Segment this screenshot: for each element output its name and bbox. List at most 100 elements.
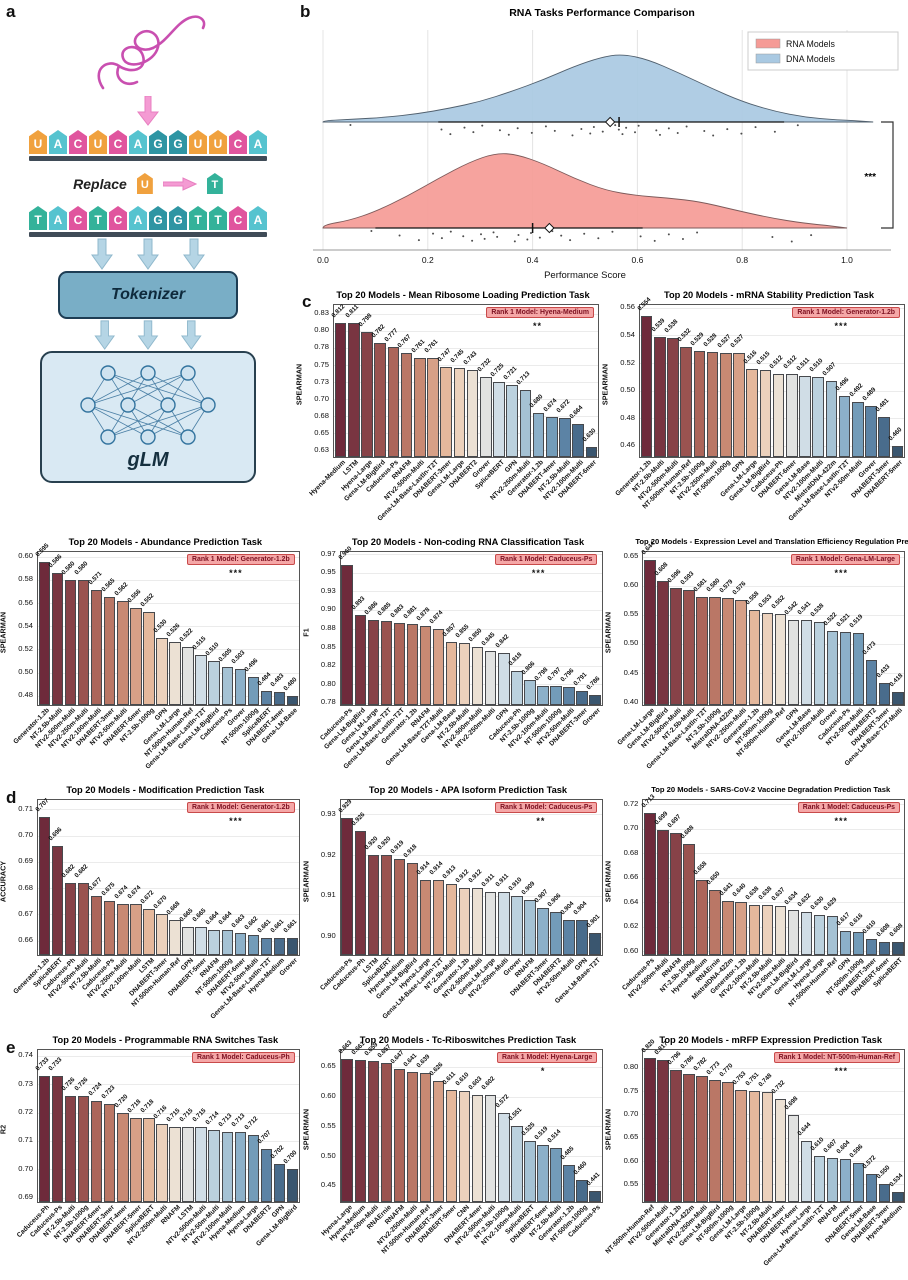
replace-label: Replace [73,175,127,192]
bar-Gena-LM-Large [735,1089,747,1202]
bar-RNAFM [419,626,432,705]
y-tick-label: 0.52 [18,643,33,653]
bar-SpliceBERT [524,1141,536,1202]
bar-RNAFM [524,899,536,955]
bar-SpliceBERT [260,691,273,705]
bar-NTv2-500m-Multi [64,579,77,705]
base-tile-U: U [209,130,227,154]
chart-title: Top 20 Models - mRFP Expression Predicti… [659,1035,883,1045]
base-tile-A: A [249,206,267,230]
bar-Caduceus-Ps [221,666,233,705]
rank1-badge: Rank 1 Model: Caduceus-Ps [495,554,598,565]
chart-tc-riboswitches: Top 20 Models - Tc-Riboswitches Predicti… [301,1033,606,1280]
bar-SpliceBERT [493,382,505,457]
bar-Caduceus-Ps [51,1075,64,1202]
y-tick-label: 0.55 [623,609,639,619]
bar-Gena-LM-Base [445,641,458,705]
bar-NTv2-250m-Multi [406,1072,419,1202]
y-tick-label: 0.66 [18,935,33,945]
y-tick-label: 0.75 [314,359,329,369]
replace-from-tile: U [136,173,153,194]
chart-title: Top 20 Models - SARS-CoV-2 Vaccine Degra… [651,785,891,794]
bar-NT-2.5b-1000g [524,679,536,705]
base-tile-C: C [229,206,247,230]
bar-Gena-LM-Base [865,1174,878,1202]
bar-SpliceBERT [380,855,393,955]
plot-area [639,304,905,458]
bar-Caduceus-Ps [104,901,116,955]
bar-Grover [511,895,523,955]
y-tick-label: 0.50 [18,667,33,676]
bar-DNABERT-3mer [879,682,891,705]
y-tick-label: 0.62 [623,921,639,931]
triple-down-arrows-icon [94,320,202,350]
bar-NTv2-250m-Multi [706,352,719,457]
bar-Gena-LM-Base-T2T-Multi [892,691,904,705]
chart-apa-isoform: Top 20 Models - APA Isoform Prediction T… [301,783,606,1033]
y-tick-label: 0.70 [18,830,33,839]
bar-NT-2.5b-1000g [709,597,721,705]
bar-Generator-1.2b [38,817,51,955]
y-tick-label: 0.75 [623,1085,639,1095]
base-tile-G: G [169,206,187,230]
bar-NT-500m-Human-Ref [182,647,194,705]
base-tile-G: G [169,130,187,154]
bar-Gena-LM-Large [746,368,758,457]
bar-Caduceus-Ps [387,346,400,457]
bar-DNABERT-4mer [117,1112,129,1202]
bar-NTv2-250m-Multi [498,891,510,955]
bar-RNAFM [400,353,413,457]
bar-MistralDNA-422m [722,901,734,955]
bar-Generator-1.2b [406,624,419,705]
bar-NTv2-250m-Multi [519,390,532,457]
bar-Caduceus-Ph [511,670,523,705]
chart-sars-cov2-vaccine-degradation: Top 20 Models - SARS-CoV-2 Vaccine Degra… [604,783,908,1033]
significance-stars: *** [834,321,848,331]
significance-stars: *** [834,568,849,578]
density-dna [322,54,874,123]
bar-NT-500m-Human-Ref [680,346,692,457]
svg-text:0.8: 0.8 [736,255,748,265]
svg-text:0.6: 0.6 [631,255,643,265]
chart-mrfp-expression: Top 20 Models - mRFP Expression Predicti… [604,1033,908,1280]
base-tile-A: A [129,130,147,154]
glm-label: gLM [127,448,169,471]
y-tick-label: 0.64 [623,896,639,906]
bar-RNAErnie [380,1062,393,1202]
glm-box: gLM [40,351,256,483]
significance-stars: * [540,1066,546,1076]
bar-NTv2-250m-Multi [485,650,497,705]
y-tick-label: 0.58 [18,574,33,584]
chart-title: Top 20 Models - APA Isoform Prediction T… [368,785,568,795]
significance-stars: *** [834,1066,849,1076]
bar-Grover [234,669,246,705]
bar-DNABERT-5mer [195,927,207,955]
ridgeline-svg: RNA Tasks Performance Comparison *** 0.0 0.… [313,7,899,281]
bar-NT-2.5b-Multi [654,336,666,457]
bar-GPN [498,653,510,705]
rna-backbone-bar [29,156,267,161]
y-tick-label: 0.60 [623,580,639,590]
down-arrow-pink-icon [136,96,160,126]
chart-title: Top 20 Models - Modification Prediction … [66,785,265,795]
plot-area [333,304,599,458]
chart-row-c2: Top 20 Models - Abundance Prediction Tas… [0,535,908,783]
bar-Hyena-Large [813,914,826,955]
bar-LSTM [367,855,379,955]
rank1-badge: Rank 1 Model: Caduceus-Ps [797,802,901,813]
triple-down-arrows-icon [91,238,205,270]
y-tick-label: 0.78 [314,342,329,352]
y-tick-label: 0.72 [18,1107,33,1116]
y-tick-label: 0.73 [314,376,329,386]
bar-NT-2.5b-Multi [64,1095,77,1202]
bar-Grover [286,937,299,955]
y-tick-label: 0.69 [18,856,33,866]
bar-NT-2.5b-1000g [498,1113,510,1202]
bar-Gena-LM-Base-Lastln-T2T [432,879,445,955]
bar-Caduceus-Ph [38,1075,51,1202]
bar-NTv2-250m-Multi [156,1123,168,1202]
base-tile-U: U [29,130,47,154]
rna-structure-squiggle [97,15,206,90]
significance-stars: ** [532,321,542,331]
